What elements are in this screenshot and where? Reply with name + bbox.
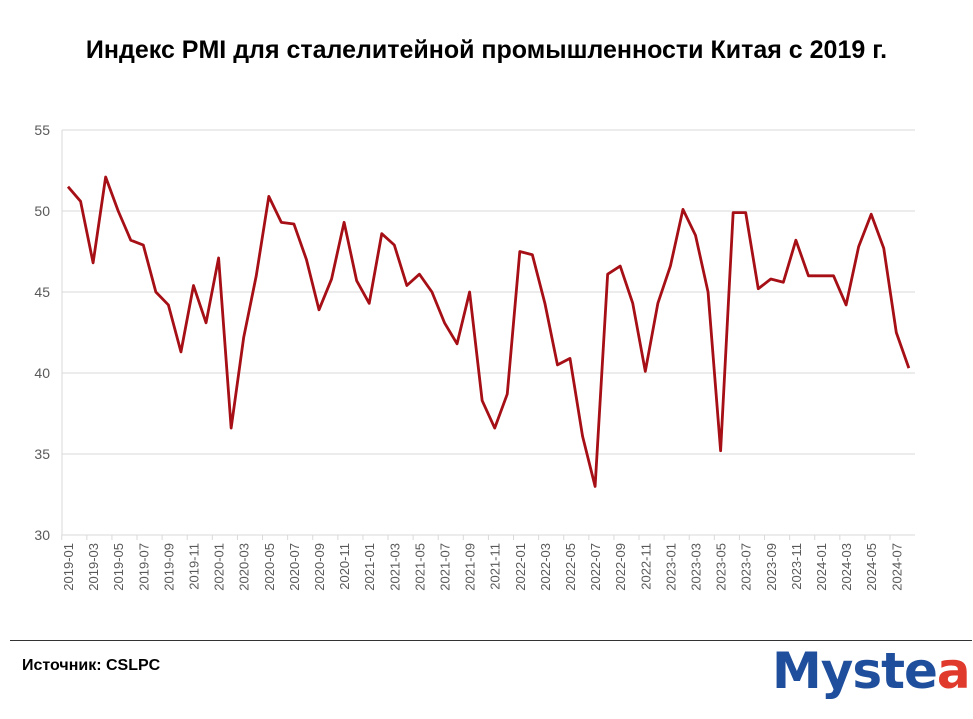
source-note: Источник: CSLPC	[22, 657, 161, 674]
x-tick-label: 2022-07	[588, 543, 603, 591]
x-tick-label: 2020-03	[237, 543, 252, 591]
x-tick-label: 2022-03	[538, 543, 553, 591]
x-tick-label: 2021-09	[463, 543, 478, 591]
chart-title: Индекс PMI для сталелитейной промышленно…	[85, 36, 888, 64]
logo-accent: al	[936, 642, 973, 700]
x-tick-label: 2022-01	[513, 543, 528, 591]
x-tick-label: 2021-07	[438, 543, 453, 591]
x-tick-label: 2019-09	[161, 543, 176, 591]
x-tick-label: 2024-07	[889, 543, 904, 591]
x-tick-label: 2020-09	[312, 543, 327, 591]
x-tick-label: 2019-07	[136, 543, 151, 591]
x-tick-label: 2023-11	[789, 543, 804, 590]
x-tick-label: 2019-11	[187, 543, 202, 590]
y-tick-label: 45	[34, 284, 50, 300]
x-tick-label: 2023-09	[764, 543, 779, 591]
x-tick-label: 2024-03	[839, 543, 854, 591]
x-tick-label: 2020-07	[287, 543, 302, 591]
x-tick-label: 2022-05	[563, 543, 578, 591]
x-tick-label: 2020-11	[337, 543, 352, 590]
x-tick-label: 2021-11	[488, 543, 503, 590]
y-tick-label: 30	[34, 527, 50, 543]
x-tick-label: 2021-01	[362, 543, 377, 591]
line-chart: 30 35 40 45 50 55 2019-01 2019-03 2019-05 2019-07…	[34, 122, 915, 591]
x-tick-label: 2020-05	[262, 543, 277, 591]
x-tick-label: 2022-09	[613, 543, 628, 591]
logo-main: Myste	[772, 642, 938, 700]
y-tick-label: 40	[34, 365, 50, 381]
x-tick-label: 2019-03	[86, 543, 101, 591]
x-tick-label: 2023-03	[689, 543, 704, 591]
y-tick-label: 35	[34, 446, 50, 462]
x-tick-label: 2023-01	[663, 543, 678, 591]
mysteel-logo: Mysteal	[772, 642, 973, 700]
y-tick-label: 50	[34, 203, 50, 219]
x-tick-label: 2021-03	[387, 543, 402, 591]
x-tick-label: 2019-05	[111, 543, 126, 591]
x-tick-label: 2019-01	[61, 543, 76, 591]
x-tick-label: 2024-05	[864, 543, 879, 591]
x-tick-label: 2024-01	[814, 543, 829, 591]
x-tick-label: 2020-01	[212, 543, 227, 591]
x-tick-label: 2021-05	[412, 543, 427, 591]
x-tick-label: 2023-07	[739, 543, 754, 591]
y-tick-label: 55	[34, 122, 50, 138]
series-line-pmi	[66, 175, 911, 488]
x-tick-label: 2022-11	[638, 543, 653, 590]
divider	[10, 640, 972, 641]
x-tick-label: 2023-05	[714, 543, 729, 591]
